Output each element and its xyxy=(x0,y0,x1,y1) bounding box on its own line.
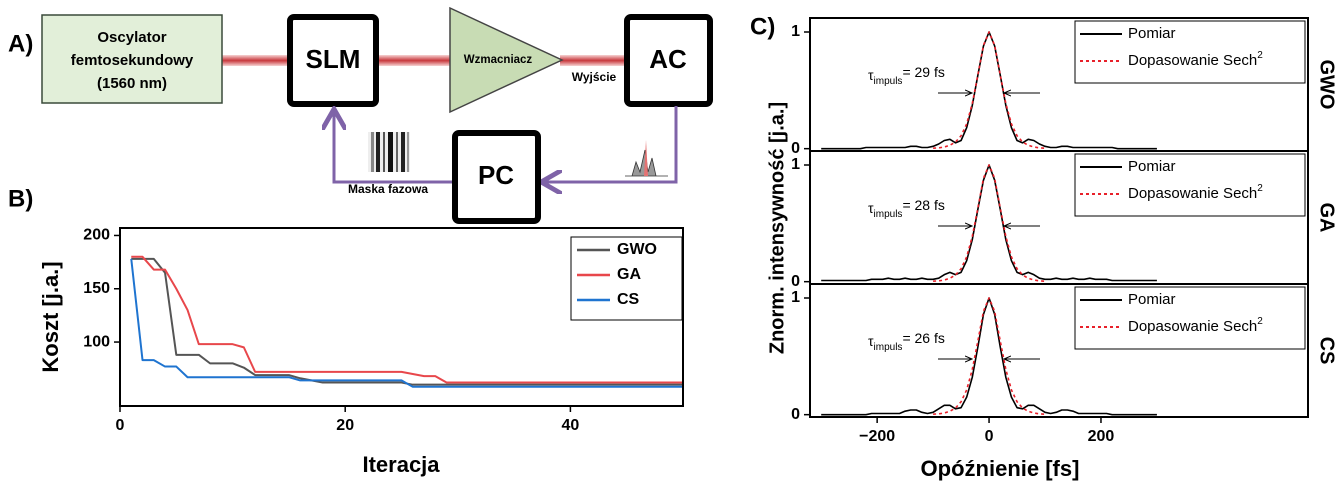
panel-label: A) xyxy=(8,30,33,57)
oscillator-label: (1560 nm) xyxy=(97,75,167,92)
legend-superscript: 2 xyxy=(1257,316,1263,327)
legend-superscript: 2 xyxy=(1257,183,1263,194)
x-tick-label: 0 xyxy=(985,428,994,445)
amplifier xyxy=(449,6,564,114)
x-tick-label: 200 xyxy=(1088,428,1115,445)
legend-name: Pomiar xyxy=(1128,291,1176,308)
mask-label: Maska fazowa xyxy=(348,182,428,196)
annotation-symbol: τ xyxy=(868,333,874,349)
trace-icon xyxy=(625,140,668,177)
feedback-arrow xyxy=(544,106,678,182)
annotation-text: = 29 fs xyxy=(902,64,944,80)
x-tick-label: 0 xyxy=(116,417,125,434)
pulse-annotation: τimpuls= 26 fs xyxy=(868,330,945,353)
y-tick-label: 1 xyxy=(791,289,800,306)
pulse-annotation: τimpuls= 28 fs xyxy=(868,197,945,220)
x-axis-label: Iteracja xyxy=(362,452,440,477)
y-tick-label: 1 xyxy=(791,156,800,173)
pc-box xyxy=(452,130,541,224)
panel-side-label: CS xyxy=(1316,337,1338,365)
annotation-symbol: τ xyxy=(868,67,874,83)
panel-label: C) xyxy=(750,13,775,40)
y-tick-label: 200 xyxy=(83,227,110,244)
diagram: A) Oscylator femtosekundowy (1560 nm) SL… xyxy=(8,6,713,224)
x-tick-label: −200 xyxy=(859,428,895,445)
legend-label: Pomiar xyxy=(1128,291,1176,308)
oscillator-label: Oscylator xyxy=(97,29,166,46)
y-tick-label: 0 xyxy=(791,140,800,157)
series-line xyxy=(130,258,683,388)
x-axis-label: Opóźnienie [fs] xyxy=(921,456,1080,481)
output-label: Wyjście xyxy=(572,70,617,84)
y-axis-label: Koszt [j.a.] xyxy=(38,261,63,372)
legend-name: CS xyxy=(617,291,640,308)
series-line xyxy=(933,297,1046,415)
plot-frame xyxy=(809,283,1309,418)
x-tick-label: 40 xyxy=(562,417,580,434)
slm-label: SLM xyxy=(306,44,361,74)
annotation-text: = 28 fs xyxy=(902,197,944,213)
annotation-subscript: impuls xyxy=(874,342,903,353)
panel-label: B) xyxy=(8,185,33,212)
y-axis-label: Znorm. intensywność [j.a.] xyxy=(766,102,788,354)
legend-label: Dopasowanie Sech2 xyxy=(1128,183,1263,202)
series-line xyxy=(131,255,683,384)
y-tick-label: 0 xyxy=(791,273,800,290)
slm-box xyxy=(287,14,379,107)
legend-label: GA xyxy=(617,266,641,283)
panel-side-label: GWO xyxy=(1316,60,1338,110)
pc-label: PC xyxy=(478,160,514,190)
annotation-text: = 26 fs xyxy=(902,330,944,346)
y-tick-label: 150 xyxy=(83,280,110,297)
oscillator-label: femtosekundowy xyxy=(71,52,194,69)
laser-beam xyxy=(376,55,452,66)
legend-name: Pomiar xyxy=(1128,25,1176,42)
legend-name: Dopasowanie Sech xyxy=(1128,185,1257,202)
legend-label: Pomiar xyxy=(1128,25,1176,42)
y-tick-label: 100 xyxy=(83,333,110,350)
legend-box xyxy=(1074,286,1306,350)
legend-name: GWO xyxy=(617,241,657,258)
ac-label: AC xyxy=(649,44,687,74)
annotation-subscript: impuls xyxy=(874,209,903,220)
legend-label: Dopasowanie Sech2 xyxy=(1128,316,1263,335)
annotation-subscript: impuls xyxy=(874,76,903,87)
panel-side-label: GA xyxy=(1316,203,1338,233)
amplifier-label: Wzmacniacz xyxy=(464,54,533,66)
legend-superscript: 2 xyxy=(1257,50,1263,61)
legend-name: Pomiar xyxy=(1128,158,1176,175)
y-tick-label: 1 xyxy=(791,23,800,40)
phase-mask-icon xyxy=(368,132,410,172)
legend-name: Dopasowanie Sech xyxy=(1128,52,1257,69)
laser-beam xyxy=(222,55,288,66)
x-tick-label: 20 xyxy=(336,417,354,434)
legend-name: Dopasowanie Sech xyxy=(1128,318,1257,335)
oscillator-box xyxy=(41,14,223,104)
legend-box xyxy=(1074,153,1306,217)
legend-name: GA xyxy=(617,266,641,283)
legend-label: Dopasowanie Sech2 xyxy=(1128,50,1263,69)
plot-frame xyxy=(119,227,684,407)
series-line xyxy=(933,31,1046,149)
feedback-arrow xyxy=(334,112,452,184)
pulse-annotation: τimpuls= 29 fs xyxy=(868,64,945,87)
legend-label: CS xyxy=(617,291,640,308)
legend-box xyxy=(1074,20,1306,84)
laser-beam xyxy=(560,55,626,66)
series-line xyxy=(933,164,1046,282)
annotation-symbol: τ xyxy=(868,200,874,216)
legend-label: GWO xyxy=(617,241,657,258)
ac-box xyxy=(624,14,713,107)
legend-label: Pomiar xyxy=(1128,158,1176,175)
y-tick-label: 0 xyxy=(791,406,800,423)
